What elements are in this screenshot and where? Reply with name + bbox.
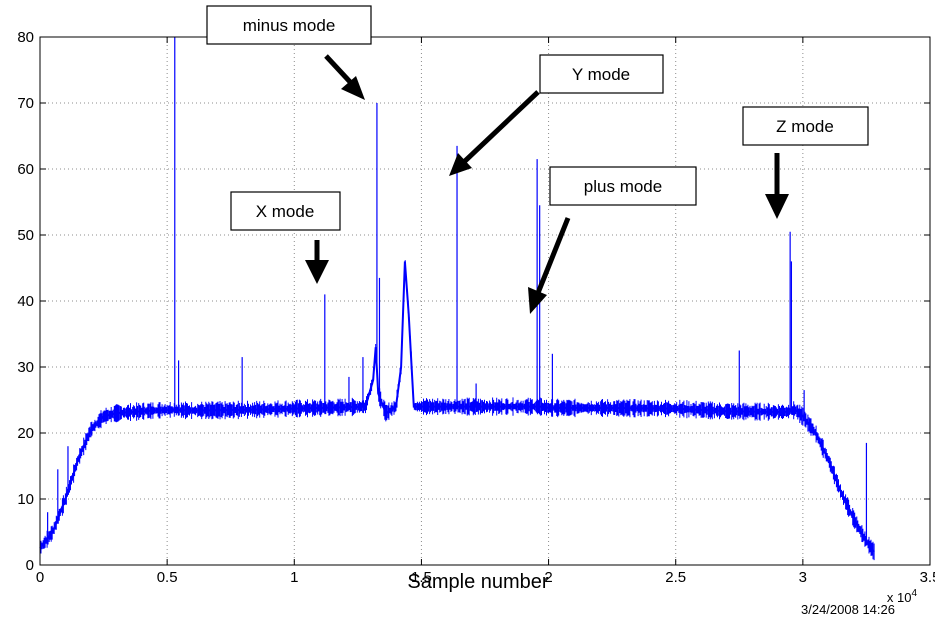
grid <box>40 37 930 565</box>
svg-text:Y mode: Y mode <box>572 65 630 84</box>
x-tick-label: 0 <box>36 569 44 586</box>
series-line <box>39 261 875 553</box>
x-tick-label: 3.5 <box>920 569 935 586</box>
svg-text:Z mode: Z mode <box>776 117 834 136</box>
spikes <box>47 37 868 542</box>
ticks: 0 0.5 1 1.5 2 2.5 3 3.5 0 10 20 30 40 50 60 70 80 <box>17 29 935 586</box>
x-tick-label: 2.5 <box>665 569 686 586</box>
y-tick-label: 40 <box>17 293 34 310</box>
annotation-plus-mode: plus mode <box>528 166 697 314</box>
x-tick-label: 1.5 <box>411 569 432 586</box>
annotation-x-mode: X mode <box>230 191 341 284</box>
svg-text:X mode: X mode <box>256 202 315 221</box>
svg-text:plus mode: plus mode <box>584 177 662 196</box>
x-exponent-label: x 104 <box>887 588 918 605</box>
annotation-y-mode: Y mode <box>449 54 664 176</box>
y-tick-label: 60 <box>17 161 34 178</box>
y-tick-label: 70 <box>17 95 34 112</box>
x-axis-label: Sample number <box>407 571 549 593</box>
y-tick-label: 20 <box>17 425 34 442</box>
annotation-z-mode: Z mode <box>742 106 869 219</box>
timestamp: 3/24/2008 14:26 <box>801 602 895 617</box>
y-tick-label: 0 <box>26 557 34 574</box>
y-tick-label: 30 <box>17 359 34 376</box>
y-tick-label: 50 <box>17 227 34 244</box>
x-tick-label: 1 <box>290 569 298 586</box>
y-tick-label: 80 <box>17 29 34 46</box>
annotation-minus-mode: minus mode <box>206 5 372 100</box>
svg-text:minus mode: minus mode <box>243 16 336 35</box>
x-tick-label: 0.5 <box>157 569 178 586</box>
x-tick-label: 3 <box>799 569 807 586</box>
y-tick-label: 10 <box>17 491 34 508</box>
x-tick-label: 2 <box>544 569 552 586</box>
